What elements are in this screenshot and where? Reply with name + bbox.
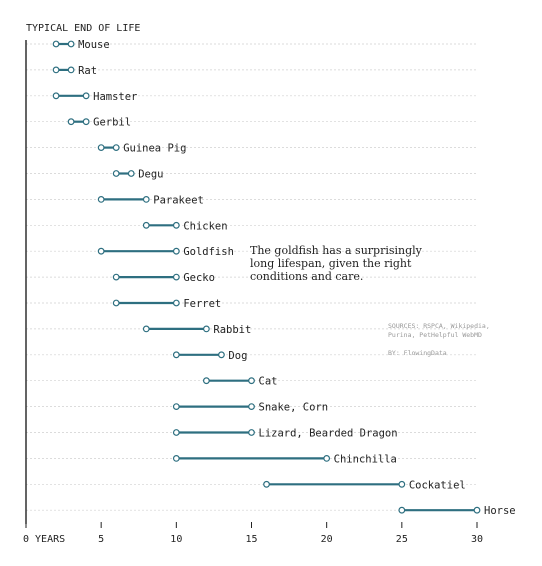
min-dot-snake-corn [172, 403, 180, 411]
row-rat: Rat [52, 65, 97, 77]
row-cockatiel: Cockatiel [263, 479, 466, 491]
max-dot-snake-corn [248, 403, 255, 411]
min-dot-gecko [112, 273, 120, 281]
x-tick-label-10: 10 [170, 534, 182, 545]
label-rabbit: Rabbit [213, 324, 251, 336]
min-dot-gerbil [67, 118, 75, 126]
min-dot-lizard-bearded-dragon [172, 429, 180, 436]
max-dot-chicken [172, 221, 180, 229]
min-dot-cat [202, 377, 210, 385]
label-cat: Cat [259, 376, 278, 388]
row-cat: Cat [202, 376, 278, 388]
x-tick-label-15: 15 [245, 534, 257, 545]
sources-line-2: Purina, PetHelpful WebMD [388, 331, 482, 339]
label-hamster: Hamster [93, 91, 137, 103]
row-degu: Degu [112, 169, 164, 181]
min-dot-cockatiel [263, 480, 270, 488]
min-dot-ferret [112, 299, 120, 307]
x-tick-label-0: 0 YEARS [23, 534, 65, 545]
row-gecko: Gecko [112, 272, 215, 284]
row-dog: Dog [172, 350, 247, 362]
label-guinea-pig: Guinea Pig [123, 143, 186, 155]
min-dot-chicken [142, 221, 150, 229]
label-chicken: Chicken [183, 220, 227, 232]
max-dot-parakeet [142, 195, 150, 203]
row-guinea-pig: Guinea Pig [97, 143, 186, 155]
max-dot-mouse [67, 40, 75, 48]
label-cockatiel: Cockatiel [409, 479, 466, 491]
max-dot-rat [67, 66, 75, 74]
max-dot-guinea-pig [112, 144, 120, 152]
min-dot-goldfish [97, 247, 105, 255]
row-parakeet: Parakeet [97, 194, 204, 206]
label-chinchilla: Chinchilla [334, 453, 397, 465]
x-tick-label-20: 20 [321, 534, 333, 545]
row-chinchilla: Chinchilla [172, 453, 397, 465]
max-dot-gecko [172, 273, 180, 281]
byline: BY: FlowingData [388, 349, 447, 357]
min-dot-mouse [52, 40, 60, 48]
row-horse: Horse [398, 505, 516, 517]
min-dot-hamster [52, 92, 60, 100]
label-ferret: Ferret [183, 298, 221, 310]
max-dot-hamster [82, 92, 90, 100]
row-chicken: Chicken [142, 220, 228, 232]
label-degu: Degu [138, 169, 163, 181]
max-dot-degu [127, 170, 135, 177]
label-mouse: Mouse [78, 39, 110, 51]
label-goldfish: Goldfish [183, 246, 234, 258]
label-rat: Rat [78, 65, 97, 77]
annotation-line-2: long lifespan, given the right [250, 257, 412, 270]
row-ferret: Ferret [112, 298, 221, 310]
min-dot-rabbit [142, 325, 150, 333]
annotation-line-3: conditions and care. [250, 270, 363, 283]
chart-title: TYPICAL END OF LIFE [26, 23, 140, 34]
row-lizard-bearded-dragon: Lizard, Bearded Dragon [172, 428, 398, 440]
max-dot-cockatiel [398, 480, 406, 488]
x-tick-label-25: 25 [396, 534, 408, 545]
row-gerbil: Gerbil [67, 117, 131, 129]
max-dot-gerbil [82, 118, 90, 126]
label-gerbil: Gerbil [93, 117, 131, 129]
min-dot-parakeet [97, 195, 105, 203]
min-dot-chinchilla [172, 455, 180, 462]
row-rabbit: Rabbit [142, 324, 251, 336]
max-dot-horse [473, 506, 481, 514]
row-goldfish: Goldfish [97, 246, 234, 258]
row-mouse: Mouse [52, 39, 110, 51]
max-dot-cat [248, 377, 255, 385]
min-dot-guinea-pig [97, 144, 105, 152]
label-lizard-bearded-dragon: Lizard, Bearded Dragon [259, 428, 398, 440]
label-gecko: Gecko [183, 272, 215, 284]
max-dot-chinchilla [323, 455, 331, 462]
max-dot-lizard-bearded-dragon [248, 429, 255, 436]
x-tick-label-30: 30 [471, 534, 483, 545]
label-dog: Dog [228, 350, 247, 362]
sources-line-1: SOURCES: RSPCA, Wikipedia, [388, 322, 490, 330]
annotation-line-1: The goldfish has a surprisingly [250, 244, 423, 257]
max-dot-rabbit [202, 325, 210, 333]
x-axis: 0 YEARS 5 10 15 20 25 30 [23, 522, 483, 545]
min-dot-horse [398, 506, 406, 514]
max-dot-goldfish [172, 247, 180, 255]
label-horse: Horse [484, 505, 516, 517]
row-hamster: Hamster [52, 91, 137, 103]
label-snake-corn: Snake, Corn [259, 402, 329, 414]
max-dot-dog [218, 351, 225, 359]
sources-note: SOURCES: RSPCA, Wikipedia, Purina, PetHe… [388, 322, 490, 357]
rows: Mouse Rat Hamster Gerbil Guinea Pig Degu Parak… [52, 39, 516, 517]
max-dot-ferret [172, 299, 180, 307]
min-dot-dog [172, 351, 180, 359]
min-dot-degu [112, 170, 120, 177]
goldfish-annotation: The goldfish has a surprisingly long lif… [250, 244, 423, 283]
min-dot-rat [52, 66, 60, 74]
label-parakeet: Parakeet [153, 194, 204, 206]
row-snake-corn: Snake, Corn [172, 402, 329, 414]
x-tick-label-5: 5 [98, 534, 104, 545]
